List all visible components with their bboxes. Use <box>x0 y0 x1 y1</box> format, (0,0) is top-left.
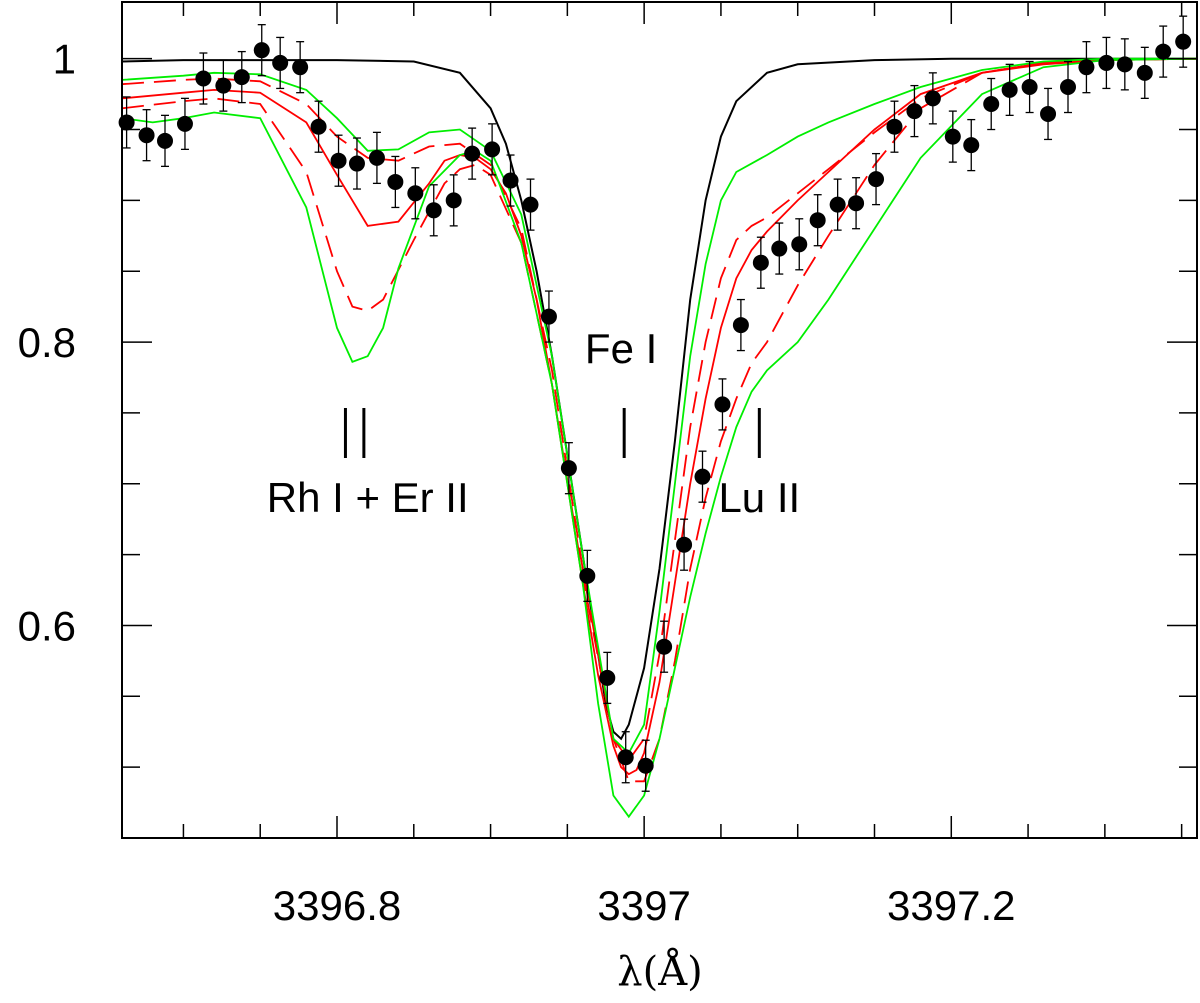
data-point <box>272 54 289 71</box>
x-tick-label: 3396.8 <box>273 882 401 929</box>
data-point <box>292 59 309 76</box>
model-line-5 <box>121 57 1197 755</box>
y-tick-label: 1 <box>53 36 76 83</box>
data-point <box>407 185 424 202</box>
model-line-1 <box>121 57 1198 776</box>
data-point <box>868 171 885 188</box>
data-point <box>886 118 903 135</box>
data-point <box>809 212 826 229</box>
data-point <box>368 149 385 166</box>
plot-frame <box>121 1 1198 839</box>
data-point <box>215 77 232 94</box>
data-point <box>1098 54 1115 71</box>
data-point <box>771 240 788 257</box>
data-point <box>1136 64 1153 81</box>
y-tick-label: 0.8 <box>18 319 76 366</box>
data-point <box>944 128 961 145</box>
data-point <box>1155 43 1172 60</box>
axis-ticks <box>122 2 1197 838</box>
data-point <box>924 90 941 107</box>
model-spectra <box>121 57 1198 819</box>
data-point <box>714 396 731 413</box>
x-axis-label: λ(Å) <box>617 948 702 995</box>
data-point <box>1175 33 1192 50</box>
model-line-0 <box>121 57 1197 741</box>
tick-labels: 3396.8 3397 3397.2 0.6 0.8 1 <box>18 36 1016 929</box>
data-point <box>253 42 270 59</box>
x-tick-label: 3397 <box>597 882 690 929</box>
observed-spectrum <box>118 15 1192 792</box>
data-point <box>637 757 654 774</box>
model-line-2 <box>121 57 1198 783</box>
data-point <box>1001 81 1018 98</box>
data-point <box>330 152 347 169</box>
data-point <box>176 115 193 132</box>
model-line-4 <box>121 57 1198 819</box>
data-point <box>484 141 501 158</box>
line-identifications: Rh I + Er II Fe I Lu II <box>267 325 800 521</box>
data-point <box>1078 59 1095 76</box>
data-point <box>752 254 769 271</box>
data-point <box>1060 79 1076 96</box>
data-point <box>522 196 539 213</box>
data-point <box>560 460 577 477</box>
data-point <box>906 103 923 120</box>
data-point <box>540 308 557 325</box>
data-point <box>963 137 980 154</box>
y-tick-label: 0.6 <box>18 602 76 649</box>
data-point <box>445 192 462 209</box>
data-point <box>676 536 693 553</box>
data-point <box>983 96 1000 113</box>
data-point <box>157 132 173 149</box>
data-point <box>599 669 616 686</box>
line-label: Rh I + Er II <box>267 474 469 521</box>
data-point <box>579 567 596 584</box>
data-point <box>233 69 250 86</box>
data-point <box>829 196 846 213</box>
data-point <box>1116 56 1133 73</box>
data-point <box>348 155 365 172</box>
data-point <box>791 236 808 253</box>
data-point <box>464 145 481 162</box>
data-point <box>425 202 442 219</box>
data-point <box>138 127 155 144</box>
data-point <box>387 173 404 190</box>
x-tick-label: 3397.2 <box>887 882 1015 929</box>
data-point <box>1040 105 1057 122</box>
data-point <box>502 172 519 189</box>
data-point <box>195 70 212 87</box>
data-point <box>694 468 711 485</box>
line-label: Lu II <box>718 474 800 521</box>
data-point <box>732 317 749 334</box>
model-line-3 <box>121 57 1198 762</box>
data-point <box>656 638 673 655</box>
data-point <box>310 118 327 135</box>
data-point <box>617 749 634 766</box>
data-point <box>848 195 865 212</box>
line-label: Fe I <box>585 325 657 372</box>
data-point <box>1021 79 1038 96</box>
